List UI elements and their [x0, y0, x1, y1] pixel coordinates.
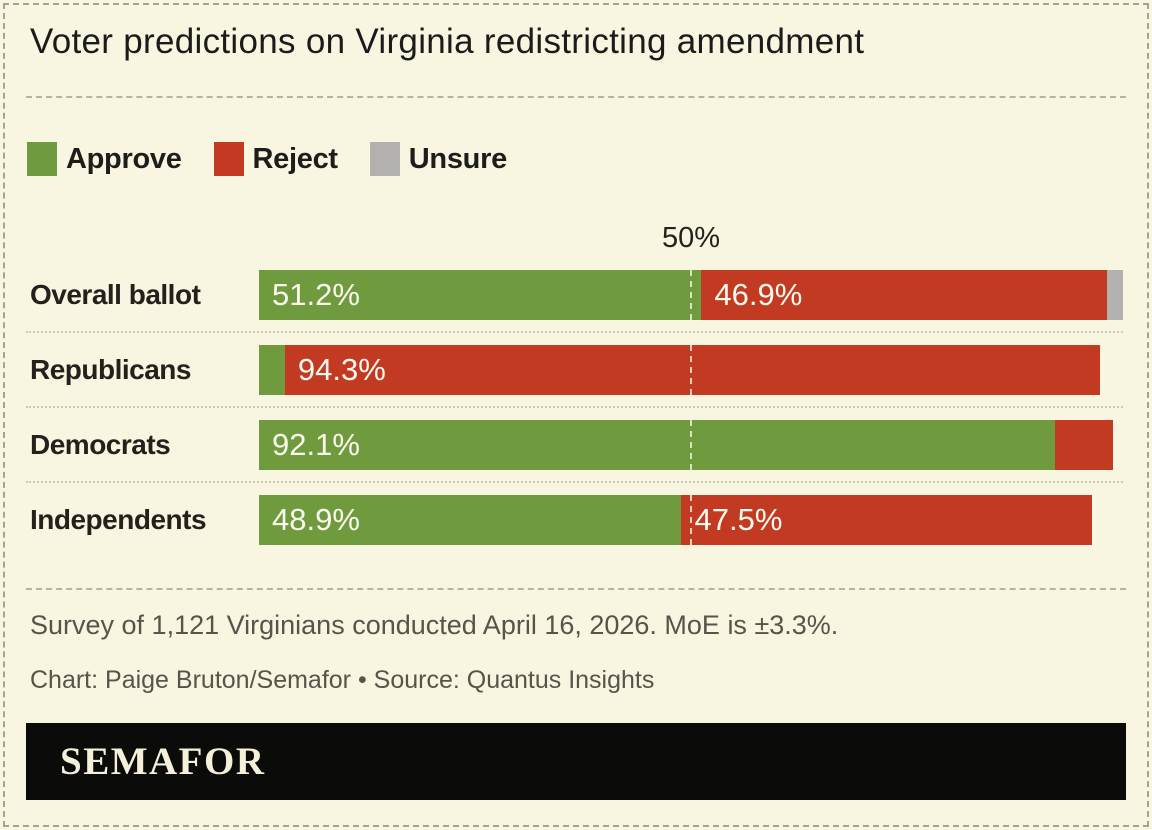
segment-value-label: 92.1%: [272, 427, 360, 462]
legend-label: Approve: [66, 142, 182, 175]
row-label: Independents: [30, 504, 207, 535]
fifty-percent-marker-line: [690, 345, 692, 395]
fifty-percent-marker-line: [690, 495, 692, 545]
bar-segment-unsure: [1106, 270, 1123, 320]
bar-segment-reject: 94.3%: [284, 345, 1100, 395]
legend: Approve Reject Unsure: [27, 142, 539, 176]
bar-rows: Overall ballot 51.2% 46.9% Republicans 94.3%…: [26, 270, 1123, 545]
bar-row: Overall ballot 51.2% 46.9%: [26, 270, 1123, 320]
semafor-logo-bar: SEMAFOR: [26, 723, 1126, 800]
legend-label: Unsure: [408, 142, 507, 175]
bar-track: 48.9% 47.5%: [259, 495, 1123, 545]
bar-segment-approve: 51.2%: [259, 270, 702, 320]
axis-marker-label: 50%: [661, 222, 721, 254]
segment-value-label: 48.9%: [272, 502, 360, 537]
legend-swatch-icon: [369, 142, 400, 176]
fifty-percent-marker-line: [690, 270, 692, 320]
bar-track: 51.2% 46.9%: [259, 270, 1123, 320]
bar-track: 94.3%: [259, 345, 1123, 395]
bar-row: Independents 48.9% 47.5%: [26, 495, 1123, 545]
bar-segment-approve: [259, 345, 285, 395]
legend-item-approve: Approve: [27, 142, 182, 176]
semafor-logo: SEMAFOR: [60, 740, 266, 783]
bar-row: Republicans 94.3%: [26, 345, 1123, 395]
bar-row: Democrats 92.1%: [26, 420, 1123, 470]
legend-item-reject: Reject: [213, 142, 339, 176]
legend-swatch-icon: [27, 142, 57, 176]
segment-value-label: 51.2%: [272, 277, 360, 312]
row-label: Democrats: [30, 429, 171, 460]
row-label: Overall ballot: [30, 279, 201, 310]
segment-value-label: 46.9%: [714, 277, 803, 312]
row-divider: [26, 406, 1123, 408]
fifty-percent-marker-line: [690, 420, 692, 470]
bar-segment-reject: 46.9%: [701, 270, 1107, 320]
title-divider: [26, 96, 1126, 98]
legend-label: Reject: [252, 142, 339, 175]
legend-item-unsure: Unsure: [369, 142, 507, 176]
bar-segment-reject: [1054, 420, 1114, 470]
survey-note: Survey of 1,121 Virginians conducted Apr…: [30, 610, 839, 640]
legend-swatch-icon: [213, 142, 244, 176]
bar-segment-approve: 92.1%: [259, 420, 1055, 470]
row-divider: [26, 481, 1123, 483]
chart-title: Voter predictions on Virginia redistrict…: [30, 22, 865, 61]
bar-segment-reject: 47.5%: [681, 495, 1092, 545]
bar-segment-approve: 48.9%: [259, 495, 682, 545]
footer-divider: [26, 588, 1126, 590]
chart-credit: Chart: Paige Bruton/Semafor • Source: Qu…: [30, 666, 655, 694]
bar-track: 92.1%: [259, 420, 1123, 470]
row-divider: [26, 331, 1123, 333]
row-label: Republicans: [30, 354, 191, 385]
segment-value-label: 47.5%: [694, 502, 783, 537]
segment-value-label: 94.3%: [297, 352, 386, 387]
